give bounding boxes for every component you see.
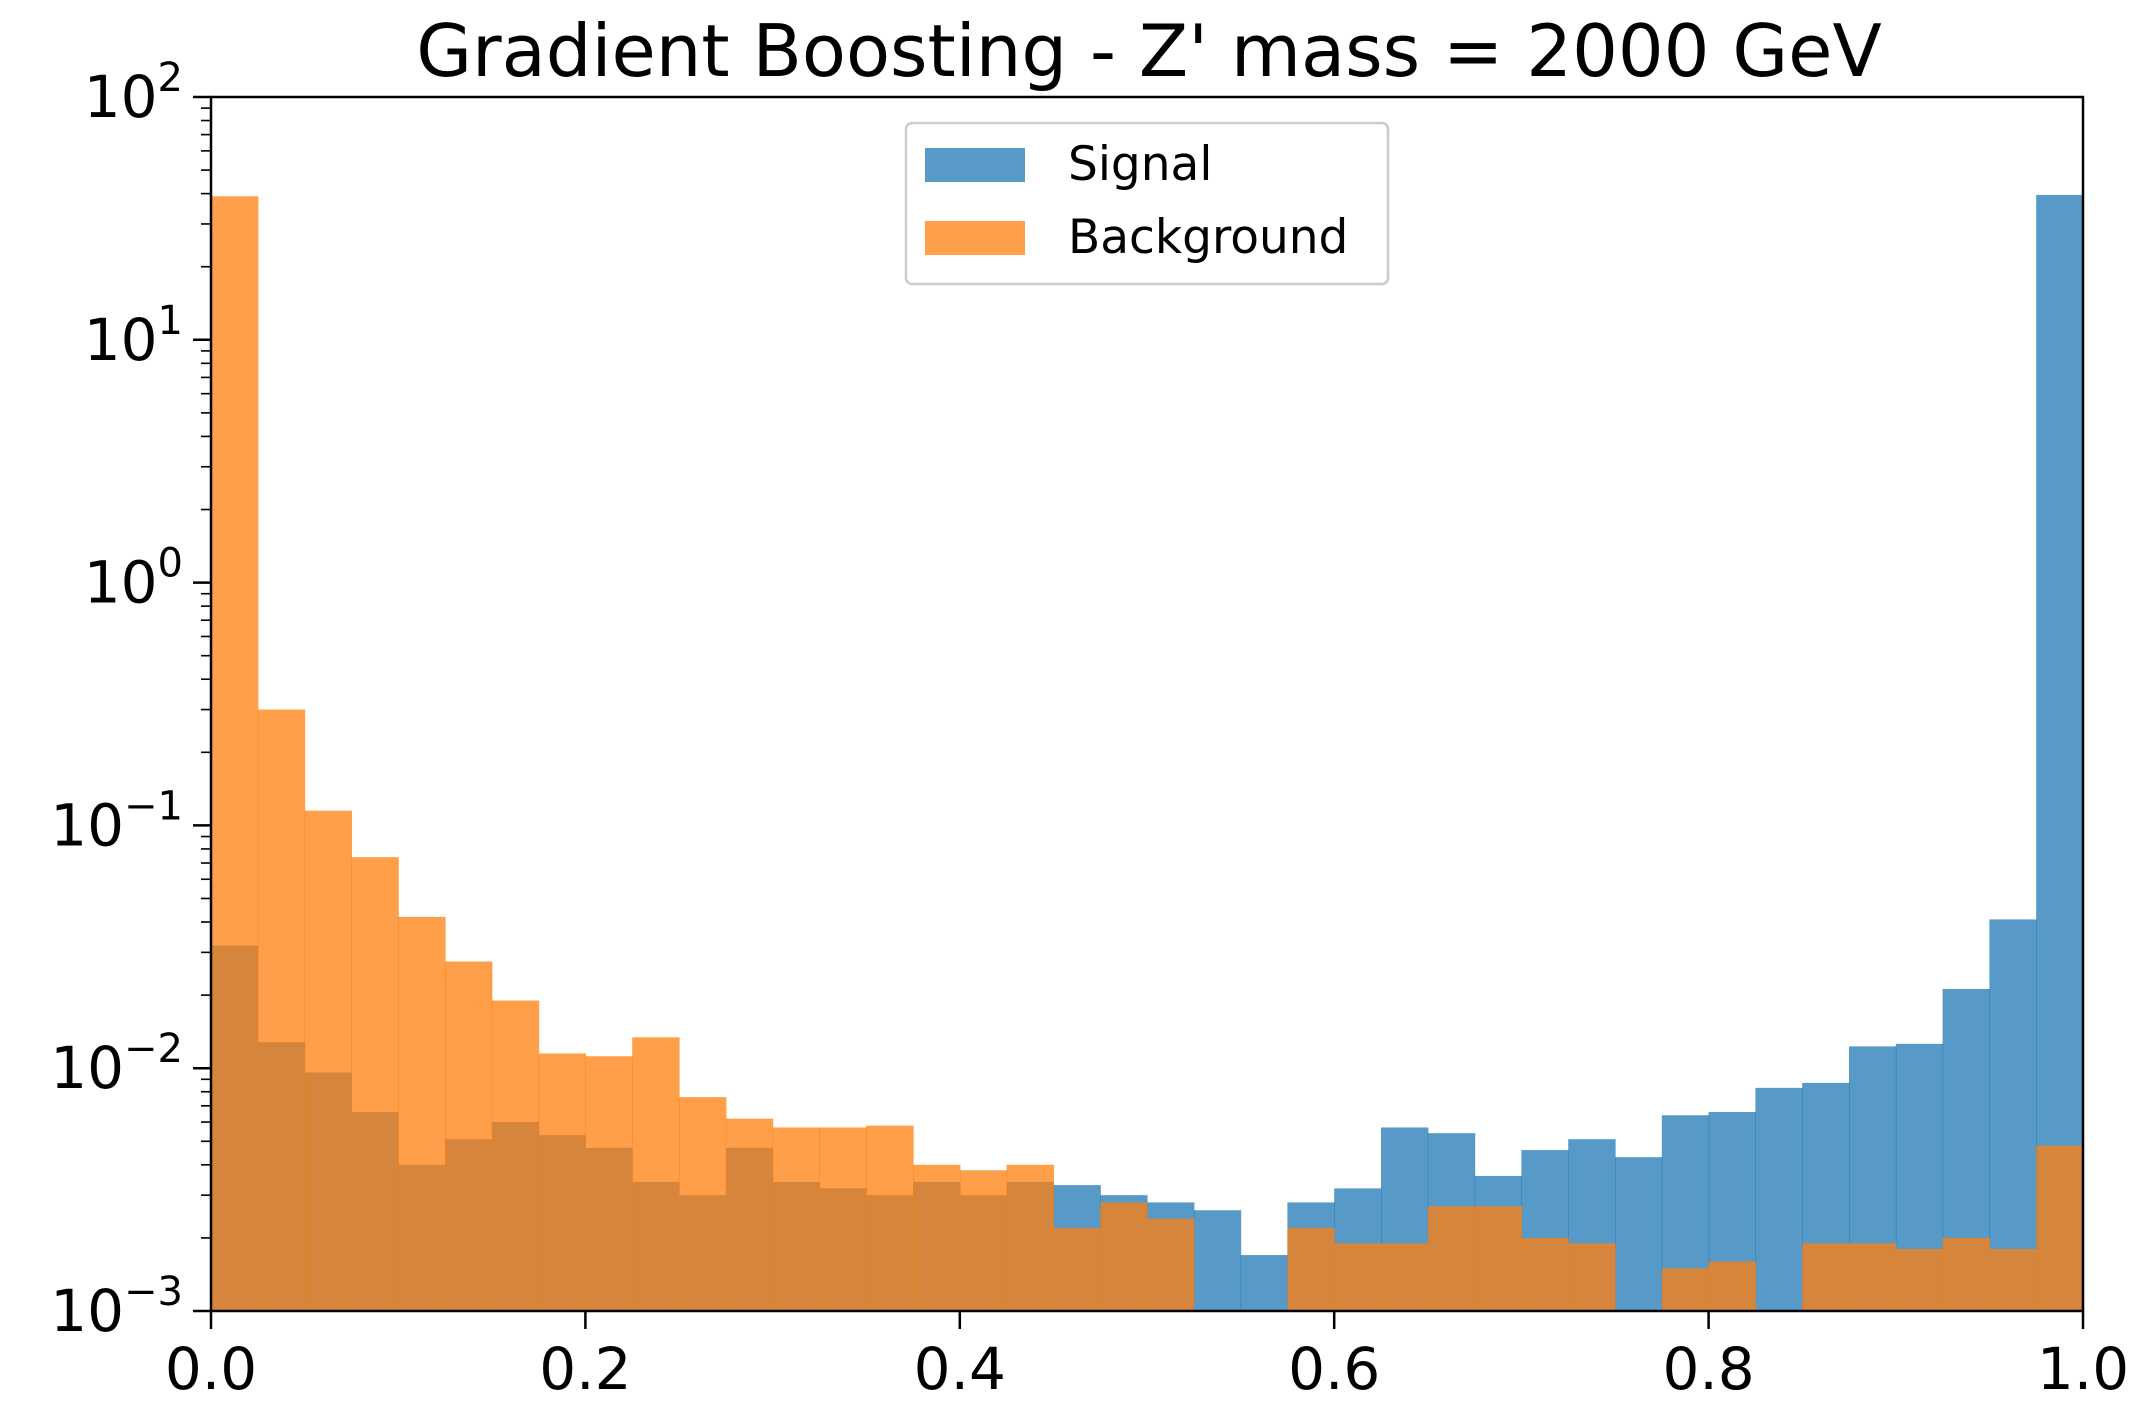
bar-background-36 xyxy=(1895,1249,1944,1311)
bar-background-26 xyxy=(1427,1206,1476,1311)
x-tick-label: 0.6 xyxy=(1288,1335,1380,1403)
legend-label-signal: Signal xyxy=(1068,137,1212,192)
y-tick-base: 10 xyxy=(84,63,158,131)
y-tick-exponent: 1 xyxy=(158,298,183,344)
bar-signal-33 xyxy=(1755,1087,1803,1311)
legend: Signal Background xyxy=(904,121,1390,286)
bar-signal-38 xyxy=(1989,919,2037,1311)
bar-background-39 xyxy=(2036,1145,2084,1311)
bar-background-28 xyxy=(1521,1237,1569,1311)
bar-background-4 xyxy=(398,916,446,1311)
bar-signal-22 xyxy=(1240,1255,1288,1311)
bar-background-6 xyxy=(491,1000,540,1311)
y-tick-exponent: −2 xyxy=(124,1026,183,1072)
bar-signal-39 xyxy=(2036,194,2084,1311)
bar-background-16 xyxy=(959,1170,1008,1311)
x-tick-label: 0.4 xyxy=(914,1335,1006,1403)
bar-background-23 xyxy=(1287,1227,1335,1311)
bar-background-38 xyxy=(1989,1249,2037,1311)
bar-background-11 xyxy=(725,1118,774,1311)
bar-background-29 xyxy=(1568,1243,1616,1311)
bar-signal-30 xyxy=(1615,1157,1663,1311)
bar-background-1 xyxy=(257,709,306,1311)
bar-background-17 xyxy=(1006,1164,1054,1311)
bar-background-9 xyxy=(632,1037,680,1311)
y-tick-exponent: 0 xyxy=(158,541,183,587)
bar-background-15 xyxy=(913,1164,961,1311)
bar-background-34 xyxy=(1802,1243,1850,1311)
y-tick-label: 100 xyxy=(84,541,183,617)
y-tick-exponent: 2 xyxy=(158,55,183,101)
y-tick-label: 101 xyxy=(84,298,183,374)
y-tick-base: 10 xyxy=(50,1034,124,1102)
bar-background-19 xyxy=(1100,1202,1148,1311)
legend-box xyxy=(904,121,1390,286)
x-tick-label: 0.0 xyxy=(165,1335,257,1403)
legend-label-background: Background xyxy=(1068,210,1348,265)
y-tick-label: 10−3 xyxy=(50,1269,183,1345)
legend-swatch-background xyxy=(925,221,1025,255)
y-tick-label: 102 xyxy=(84,55,183,131)
bar-background-31 xyxy=(1661,1268,1710,1311)
plot-area-frame xyxy=(209,95,2085,1313)
y-tick-base: 10 xyxy=(50,1277,124,1345)
bar-background-24 xyxy=(1334,1243,1382,1311)
bar-background-7 xyxy=(538,1053,586,1311)
bar-background-18 xyxy=(1053,1227,1101,1311)
bar-signal-21 xyxy=(1193,1210,1242,1311)
bar-background-2 xyxy=(304,810,352,1311)
y-tick-exponent: −3 xyxy=(124,1269,183,1315)
bar-background-13 xyxy=(819,1127,867,1311)
chart-title: Gradient Boosting - Z' mass = 2000 GeV xyxy=(416,9,1881,93)
y-tick-base: 10 xyxy=(84,549,158,617)
legend-swatch-signal xyxy=(925,148,1025,182)
bar-background-5 xyxy=(445,961,493,1311)
x-tick-label: 0.8 xyxy=(1662,1335,1754,1403)
y-tick-label: 10−2 xyxy=(50,1026,183,1102)
x-tick-label: 1.0 xyxy=(2037,1335,2129,1403)
bar-background-20 xyxy=(1147,1218,1195,1311)
bar-background-14 xyxy=(866,1125,914,1311)
bar-background-37 xyxy=(1942,1237,1990,1311)
x-tick-label: 0.2 xyxy=(539,1335,631,1403)
bar-background-32 xyxy=(1708,1261,1756,1311)
y-tick-label: 10−1 xyxy=(50,783,183,859)
bar-background-8 xyxy=(585,1056,633,1311)
bar-background-27 xyxy=(1474,1206,1522,1311)
y-tick-exponent: −1 xyxy=(124,783,183,829)
bar-background-25 xyxy=(1381,1243,1429,1311)
bar-background-0 xyxy=(211,196,259,1311)
bars-layer xyxy=(211,194,2084,1311)
y-tick-base: 10 xyxy=(84,306,158,374)
bar-background-3 xyxy=(351,857,399,1311)
bar-background-12 xyxy=(772,1127,820,1311)
bar-background-10 xyxy=(679,1097,727,1311)
series-background-bars xyxy=(211,196,2084,1311)
bar-background-35 xyxy=(1849,1243,1897,1311)
y-tick-base: 10 xyxy=(50,791,124,859)
